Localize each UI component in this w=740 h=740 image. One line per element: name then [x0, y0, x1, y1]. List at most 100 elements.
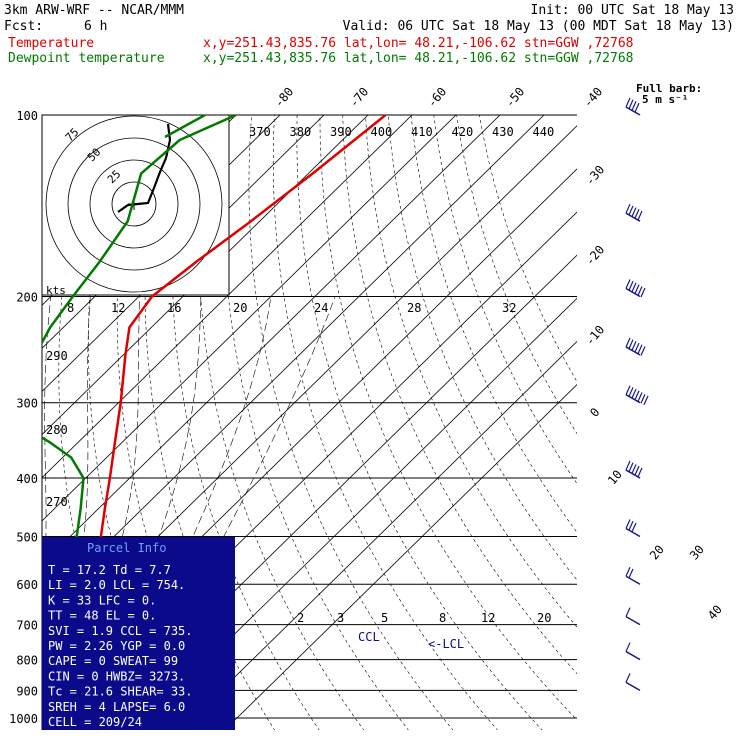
valid-time: Valid: 06 UTC Sat 18 May 13 (00 MDT Sat … [343, 19, 734, 34]
wind-barb-staff [625, 650, 641, 661]
theta-left-label: 280 [46, 423, 68, 437]
wind-barb-tick [634, 102, 640, 113]
isotherm [136, 297, 577, 730]
wind-barb-tick [643, 395, 649, 406]
barb-legend-units: 5 m s⁻¹ [642, 93, 688, 106]
pressure-label-1000: 1000 [9, 712, 38, 726]
pressure-label-900: 900 [16, 684, 38, 698]
isotherm [0, 115, 16, 731]
wind-barb [625, 203, 643, 222]
wind-barb-tick [634, 390, 640, 401]
dry-adiabat [456, 115, 577, 435]
theta-label: 390 [330, 125, 352, 139]
theta-label: 440 [533, 125, 555, 139]
wind-barb-staff [625, 575, 641, 585]
init-time: Init: 00 UTC Sat 18 May 13 [531, 3, 735, 18]
wind-barb-tick [631, 464, 637, 474]
wind-barb [625, 460, 643, 479]
pressure-label-200: 200 [16, 291, 38, 305]
isotherm [224, 384, 577, 730]
dry-adiabat [248, 115, 454, 730]
parcel-info-row: Tc = 21.6 SHEAR= 33. [48, 685, 193, 699]
isotherm-label: -70 [347, 85, 372, 111]
parcel-info-row: T = 17.2 Td = 7.7 [48, 563, 171, 577]
mixing-ratio-label: 2 [297, 611, 304, 625]
ccl-marker: CCL [358, 630, 380, 644]
dewpoint-location: x,y=251.43,835.76 lat,lon= 48.21,-106.62… [203, 51, 633, 66]
theta-label: 370 [249, 125, 271, 139]
hodograph-ring [45, 115, 223, 293]
wind-barb-staff [625, 346, 641, 356]
wind-barb-tick [625, 203, 631, 214]
parcel-info-row: SREH = 4 LAPSE= 6.0 [48, 700, 185, 714]
wind-barb [625, 607, 641, 626]
pressure-label-300: 300 [16, 397, 38, 411]
isotherm [42, 115, 413, 479]
dry-adiabat [0, 115, 24, 731]
wind-barb-tick [625, 97, 631, 108]
parcel-info-title: Parcel Info [87, 541, 166, 555]
parcel-info-row: K = 33 LFC = 0. [48, 593, 156, 607]
wind-barb-tick [625, 460, 631, 471]
parcel-info-row: SVI = 1.9 CCL = 735. [48, 624, 193, 638]
hodograph-units: kts [46, 284, 66, 297]
wind-barb-staff [625, 615, 641, 626]
theta-left-label: 270 [46, 495, 68, 509]
dry-adiabat [433, 115, 577, 485]
isotherm-label: 40 [705, 602, 725, 622]
wind-barb-tick [628, 462, 634, 472]
hodograph-ring [111, 181, 157, 227]
mixing-ratio-label: 20 [233, 301, 247, 315]
mixing-ratio-label: 16 [167, 301, 181, 315]
parcel-info-row: CAPE = 0 SWEAT= 99 [48, 654, 178, 668]
parcel-info-rows: T = 17.2 Td = 7.7LI = 2.0 LCL = 754.K = … [48, 563, 193, 729]
isotherm [42, 115, 369, 436]
wind-barb-tick [637, 467, 643, 478]
wind-barb [625, 642, 641, 661]
temperature-legend: Temperature [8, 36, 94, 51]
theta-label: 430 [492, 125, 514, 139]
isotherm-label: -20 [583, 243, 608, 269]
isotherm-label: -10 [583, 323, 608, 349]
isotherm-label: 30 [687, 542, 707, 562]
wind-barb-tick [631, 207, 637, 217]
wind-barb-tick [640, 287, 646, 298]
theta-label: 420 [452, 125, 474, 139]
temperature-location: x,y=251.43,835.76 lat,lon= 48.21,-106.62… [203, 36, 633, 51]
dry-adiabat [479, 115, 577, 383]
wind-barb-tick [631, 341, 637, 351]
wind-barb-tick [628, 205, 634, 216]
wind-barb-tick [625, 642, 631, 652]
wind-barb-tick [625, 566, 631, 577]
dewpoint-legend: Dewpoint temperature [8, 51, 165, 66]
mixing-ratio-label: 5 [381, 611, 388, 625]
theta-label: 400 [371, 125, 393, 139]
lcl-marker: <-LCL [428, 637, 464, 651]
wind-barb-staff [625, 394, 641, 404]
pressure-label-500: 500 [16, 530, 38, 544]
dry-adiabat [198, 115, 365, 730]
wind-barb-tick [628, 99, 634, 109]
parcel-info-row: CIN = 0 HWBZ= 3273. [48, 669, 185, 683]
wind-barb-tick [637, 286, 643, 296]
pressure-label-700: 700 [16, 619, 38, 633]
hodograph-ring [67, 137, 201, 271]
theta-label: 380 [290, 125, 312, 139]
wind-barb-tick [634, 342, 640, 353]
wind-barb-staff [625, 287, 641, 298]
wind-barb-tick [628, 520, 634, 531]
pressure-axis: 100 200 300 400 500 600 700 800 900 1000 [9, 109, 577, 726]
dry-adiabat [272, 115, 498, 730]
wind-barb [625, 279, 646, 298]
isotherm-label: -80 [272, 85, 297, 111]
wind-barb-tick [631, 282, 637, 293]
fcst-value: 6 h [84, 19, 107, 34]
dry-adiabat [387, 115, 577, 581]
wind-barb [625, 673, 641, 692]
wind-barb-tick [628, 387, 634, 397]
wind-barb [625, 97, 641, 116]
theta-label: 410 [411, 125, 433, 139]
parcel-info-row: LI = 2.0 LCL = 754. [48, 578, 185, 592]
dry-adiabat [342, 115, 577, 675]
